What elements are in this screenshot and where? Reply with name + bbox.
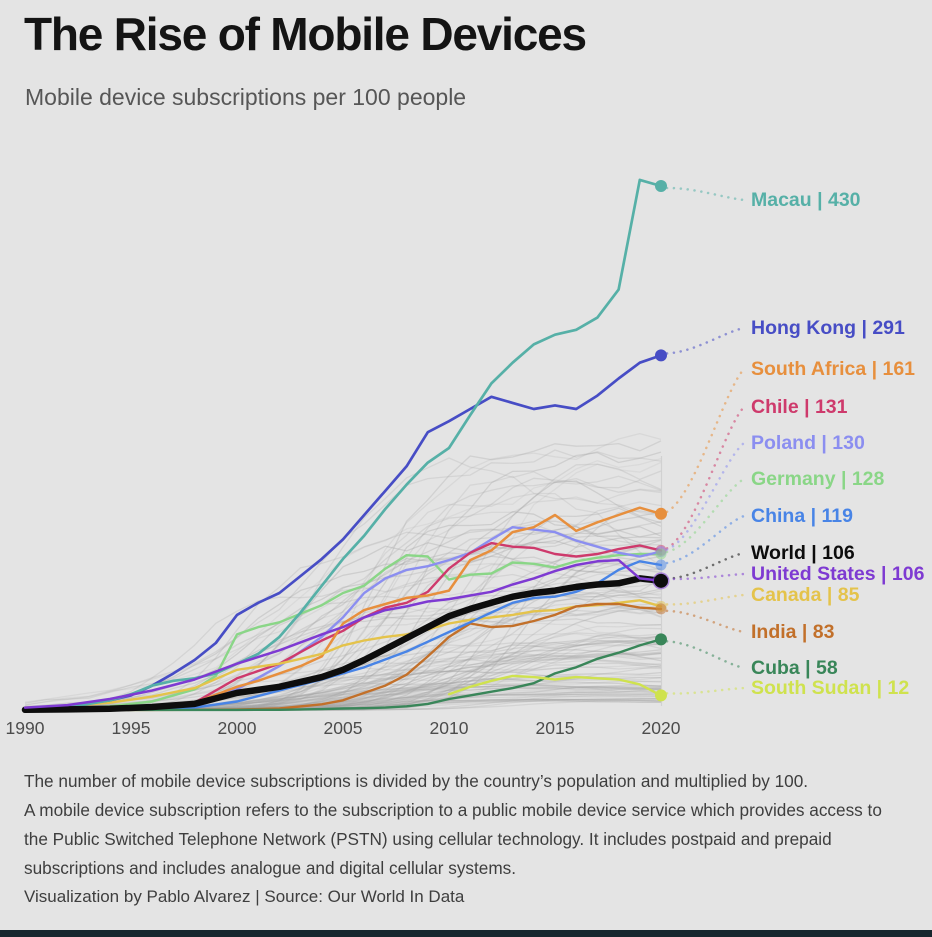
leader-united-states <box>665 572 746 581</box>
leader-south-sudan <box>665 686 746 695</box>
series-annotations: Macau | 430 Hong Kong | 291 South Africa |… <box>652 180 925 702</box>
dot-hong-kong <box>655 349 667 362</box>
leader-chile <box>665 405 746 550</box>
label-cuba: Cuba | 58 <box>751 657 838 679</box>
page-subtitle: Mobile device subscriptions per 100 peop… <box>25 84 467 110</box>
line-world <box>21 575 665 714</box>
line-chile <box>23 541 663 712</box>
leader-poland <box>665 441 746 551</box>
line-macau <box>23 178 663 711</box>
leader-canada <box>665 593 746 606</box>
footnote-line-2: A mobile device subscription refers to t… <box>24 800 882 879</box>
leader-cuba <box>665 640 746 670</box>
dot-world <box>654 573 668 588</box>
label-south-africa: South Africa | 161 <box>751 358 915 380</box>
background-line <box>24 532 662 708</box>
line-united-states <box>23 558 663 709</box>
leader-hong-kong <box>665 326 746 355</box>
x-tick-2000: 2000 <box>218 718 257 738</box>
label-world: World | 106 <box>751 542 855 564</box>
x-tick-1995: 1995 <box>112 718 151 738</box>
label-china: China | 119 <box>751 505 853 527</box>
highlight-lines <box>21 178 665 714</box>
dot-macau <box>655 180 667 193</box>
label-chile: Chile | 131 <box>751 396 848 418</box>
dot-germany <box>655 548 667 560</box>
credit-line: Visualization by Pablo Alvarez | Source:… <box>24 887 465 906</box>
x-tick-2020: 2020 <box>642 718 681 738</box>
x-tick-2015: 2015 <box>536 718 575 738</box>
footnote-line-1: The number of mobile device subscription… <box>24 771 809 791</box>
label-united-states: United States | 106 <box>751 563 925 585</box>
dot-south-africa <box>655 507 667 520</box>
label-poland: Poland | 130 <box>751 432 865 454</box>
line-south-sudan <box>447 674 663 697</box>
leader-macau <box>665 186 746 202</box>
background-line <box>25 538 662 709</box>
x-tick-2005: 2005 <box>324 718 363 738</box>
label-south-sudan: South Sudan | 12 <box>751 677 909 699</box>
dot-china <box>655 559 667 571</box>
label-india: India | 83 <box>751 621 835 643</box>
label-germany: Germany | 128 <box>751 468 885 490</box>
leader-india <box>665 609 746 634</box>
line-south-africa <box>23 506 663 712</box>
page-title: The Rise of Mobile Devices <box>24 8 587 60</box>
dot-south-sudan <box>655 689 667 702</box>
label-macau: Macau | 430 <box>751 189 861 211</box>
chart-footnote: The number of mobile device subscription… <box>24 767 908 883</box>
x-tick-2010: 2010 <box>430 718 469 738</box>
x-tick-1990: 1990 <box>6 718 45 738</box>
line-hong-kong <box>23 354 663 711</box>
x-axis-labels: 1990 1995 2000 2005 2010 2015 2020 <box>6 718 681 738</box>
background-line <box>24 561 662 703</box>
label-hong-kong: Hong Kong | 291 <box>751 317 905 339</box>
leader-china <box>665 514 746 565</box>
bottom-accent-bar <box>0 930 932 937</box>
line-cuba <box>23 638 663 712</box>
dot-cuba <box>655 633 667 646</box>
leader-world <box>665 551 746 581</box>
dot-india <box>655 603 667 615</box>
background-line <box>24 477 662 704</box>
leader-south-africa <box>665 367 746 514</box>
label-canada: Canada | 85 <box>751 584 860 606</box>
leader-germany <box>665 477 746 554</box>
